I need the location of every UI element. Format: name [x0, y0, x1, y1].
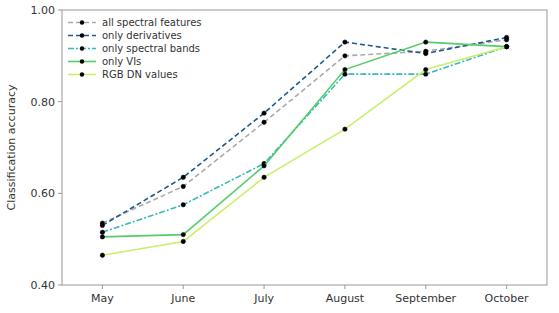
series-marker: [424, 72, 428, 76]
series-marker: [100, 253, 104, 257]
y-tick: [58, 10, 62, 11]
legend-label: only spectral bands: [102, 43, 200, 54]
series-line: [102, 47, 506, 256]
y-tick: [58, 285, 62, 286]
series-marker: [100, 235, 104, 239]
series-marker: [504, 44, 508, 48]
x-tick-label: September: [395, 292, 456, 305]
x-tick-label: May: [91, 292, 114, 305]
x-tick-label: August: [326, 292, 365, 305]
x-tick: [102, 285, 103, 289]
legend-label: only VIs: [102, 56, 141, 67]
x-tick: [425, 285, 426, 289]
series-marker: [343, 54, 347, 58]
legend-marker: [80, 33, 84, 37]
series-marker: [100, 223, 104, 227]
plot-area: [100, 35, 509, 257]
series-marker: [181, 175, 185, 179]
x-tick-label: June: [170, 292, 195, 305]
y-tick-label: 0.40: [31, 279, 56, 292]
x-tick-label: July: [253, 292, 274, 305]
series-marker: [424, 67, 428, 71]
series-marker: [504, 35, 508, 39]
legend-marker: [80, 20, 84, 24]
legend-marker: [80, 59, 84, 63]
series-marker: [262, 120, 266, 124]
series-marker: [181, 203, 185, 207]
legend-label: RGB DN values: [102, 69, 178, 80]
legend-label: all spectral features: [102, 17, 202, 28]
series-marker: [343, 67, 347, 71]
series-marker: [424, 51, 428, 55]
y-tick: [58, 193, 62, 194]
x-tick: [264, 285, 265, 289]
y-tick-label: 0.80: [31, 96, 56, 109]
series-marker: [504, 44, 508, 48]
series-marker: [262, 164, 266, 168]
series-marker: [262, 111, 266, 115]
series-marker: [343, 127, 347, 131]
series-line: [102, 38, 506, 226]
legend-marker: [80, 72, 84, 76]
x-tick: [344, 285, 345, 289]
y-tick: [58, 101, 62, 102]
series-line: [102, 47, 506, 233]
series-marker: [181, 232, 185, 236]
legend-marker: [80, 46, 84, 50]
plot-frame: [62, 10, 547, 285]
series-marker: [504, 44, 508, 48]
y-tick-label: 0.60: [31, 187, 56, 200]
series-marker: [100, 230, 104, 234]
series-marker: [343, 40, 347, 44]
series-marker: [424, 40, 428, 44]
x-tick: [506, 285, 507, 289]
y-axis-label: Classification accuracy: [5, 84, 18, 210]
legend-label: only derivatives: [102, 30, 182, 41]
chart-container: 0.40 0.60 0.80 1.00 May June July August Septemb…: [0, 0, 559, 313]
series-line: [102, 42, 506, 237]
chart-svg: 0.40 0.60 0.80 1.00 May June July August Septemb…: [0, 0, 559, 313]
series-marker: [262, 175, 266, 179]
series-marker: [181, 239, 185, 243]
x-tick-label: October: [485, 292, 529, 305]
series-marker: [181, 184, 185, 188]
y-tick-label: 1.00: [31, 4, 56, 17]
legend: all spectral features only derivatives onl…: [68, 17, 202, 80]
x-tick: [183, 285, 184, 289]
